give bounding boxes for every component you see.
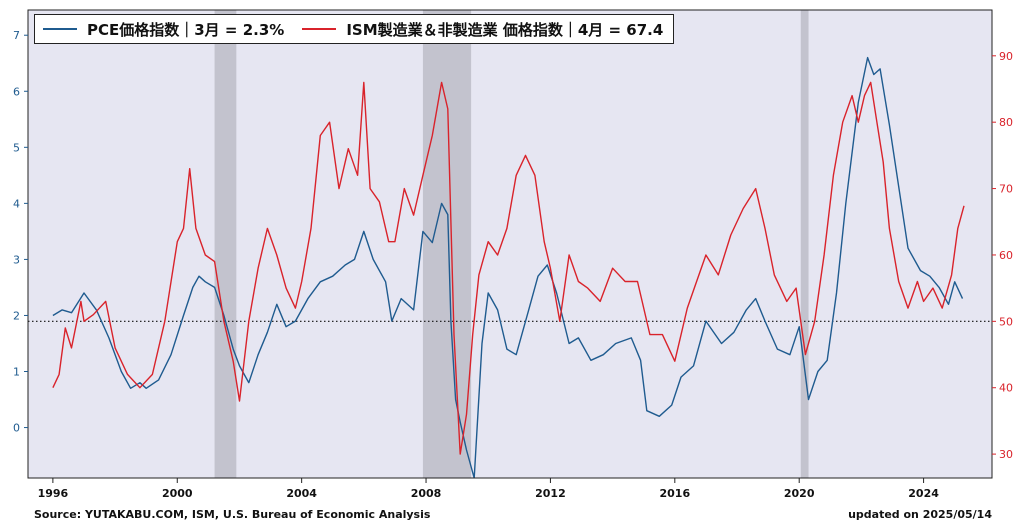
plot-frame [27,9,993,479]
x-tick-label: 2020 [784,487,815,500]
y-left-tick-label: 5 [13,141,20,154]
x-tick-label: 2004 [286,487,317,500]
y-left-tick-label: 0 [13,422,20,435]
recession-band-2 [800,10,809,478]
legend-item-ism: ISM製造業＆非製造業 価格指数｜4月 = 67.4 [302,19,663,40]
y-left-tick-label: 1 [13,366,20,379]
recession-shading [214,10,809,478]
y-right-tick-label: 30 [999,448,1013,461]
recession-band-1 [422,10,472,478]
y-left-tick-label: 4 [13,197,20,210]
source-note: Source: YUTAKABU.COM, ISM, U.S. Bureau o… [34,508,431,521]
legend-swatch-ism [302,28,337,30]
series-line-ism [52,81,965,455]
y-left-tick-label: 7 [13,29,20,42]
x-axis: 1996 2000 2004 2008 2012 2016 2020 2024 [38,478,939,500]
y-right-tick-label: 80 [999,116,1013,129]
y-axis-right: 30 40 50 60 70 80 90 [992,50,1013,461]
plot-background [28,10,992,478]
y-right-tick-label: 60 [999,249,1013,262]
legend-swatch-pce [43,28,77,30]
updated-date: updated on 2025/05/14 [848,508,992,521]
x-tick-label: 2008 [411,487,442,500]
y-axis-left: 0 1 2 3 4 5 6 7 [13,29,28,435]
x-tick-label: 2000 [162,487,193,500]
x-tick-label: 2024 [908,487,939,500]
legend-label-pce: PCE価格指数｜3月 = 2.3% [87,20,285,39]
x-tick-label: 2012 [535,487,566,500]
y-left-tick-label: 2 [13,309,20,322]
y-right-tick-label: 40 [999,382,1013,395]
legend-item-pce: PCE価格指数｜3月 = 2.3% [43,19,284,40]
series-lines [52,56,965,478]
y-right-tick-label: 90 [999,50,1013,63]
recession-band-0 [214,10,237,478]
x-tick-label: 1996 [38,487,69,500]
chart-legend: PCE価格指数｜3月 = 2.3% ISM製造業＆非製造業 価格指数｜4月 = … [34,14,675,44]
y-left-tick-label: 6 [13,85,20,98]
y-left-tick-label: 3 [13,253,20,266]
y-right-tick-label: 50 [999,315,1013,328]
y-right-tick-label: 70 [999,183,1013,196]
x-tick-label: 2016 [660,487,691,500]
series-line-pce [52,56,964,478]
legend-label-ism: ISM製造業＆非製造業 価格指数｜4月 = 67.4 [346,20,664,39]
